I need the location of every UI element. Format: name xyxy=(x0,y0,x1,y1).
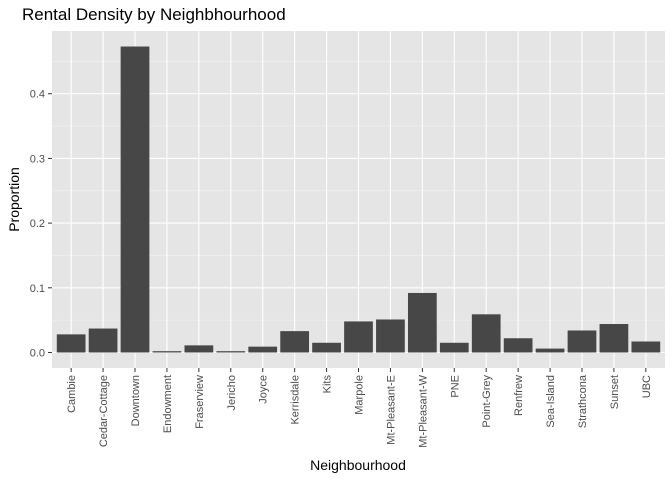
bar-cambie xyxy=(56,334,86,353)
y-tick-label: 0.3 xyxy=(30,153,45,165)
bar-joyce xyxy=(248,346,278,353)
bar-point-grey xyxy=(471,314,501,353)
bar-kerrisdale xyxy=(280,331,310,353)
y-tick-label: 0.4 xyxy=(30,89,45,101)
y-tick-label: 0.1 xyxy=(30,283,45,295)
x-tick-label: Cambie xyxy=(66,375,78,413)
bar-jericho xyxy=(216,351,246,353)
x-tick-label: Endowment xyxy=(162,375,174,433)
x-tick-label: Sunset xyxy=(609,375,621,409)
x-tick-label: Sea-Island xyxy=(545,375,557,428)
x-axis-ticks: Cambie Cedar-Cottage Downtown Endowment Fras… xyxy=(66,368,653,448)
bar-downtown xyxy=(120,46,150,353)
x-tick-label: Strathcona xyxy=(577,374,589,428)
bar-mt-pleasant-w xyxy=(407,292,437,353)
x-tick-label: Cedar-Cottage xyxy=(98,375,110,447)
x-tick-label: UBC xyxy=(641,375,653,398)
x-tick-label: Jericho xyxy=(226,375,238,410)
x-tick-label: Fraserview xyxy=(194,375,206,429)
y-axis-title: Proportion xyxy=(6,167,22,232)
x-tick-label: Joyce xyxy=(258,375,270,404)
y-tick-label: 0.0 xyxy=(30,347,45,359)
x-axis-title: Neighbourhood xyxy=(310,457,406,473)
bar-fraserview xyxy=(184,345,214,353)
y-tick-label: 0.2 xyxy=(30,218,45,230)
bar-pne xyxy=(439,342,469,353)
grid-lines xyxy=(52,31,665,368)
bar-endowment xyxy=(152,351,182,353)
bar-cedar-cottage xyxy=(88,328,118,353)
x-tick-label: Marpole xyxy=(354,375,366,415)
bar-ubc xyxy=(631,341,661,353)
chart-title: Rental Density by Neighbhourhood xyxy=(22,5,286,24)
bar-marpole xyxy=(344,321,373,353)
bar-mt-pleasant-e xyxy=(376,319,405,353)
x-tick-label: Mt-Pleasant-E xyxy=(385,375,397,445)
bars xyxy=(56,46,661,353)
bar-sunset xyxy=(599,324,629,353)
bar-kits xyxy=(312,342,341,353)
bar-renfrew xyxy=(503,338,533,353)
bar-strathcona xyxy=(567,330,597,353)
x-tick-label: Renfrew xyxy=(513,375,525,416)
y-axis-ticks: 0.0 0.1 0.2 0.3 0.4 xyxy=(30,89,52,359)
x-tick-label: PNE xyxy=(449,375,461,398)
x-tick-label: Kerrisdale xyxy=(290,375,302,425)
x-tick-label: Point-Grey xyxy=(481,375,493,428)
x-tick-label: Mt-Pleasant-W xyxy=(417,374,429,447)
x-tick-label: Kits xyxy=(322,375,334,394)
bar-sea-island xyxy=(535,348,565,353)
x-tick-label: Downtown xyxy=(130,375,142,426)
